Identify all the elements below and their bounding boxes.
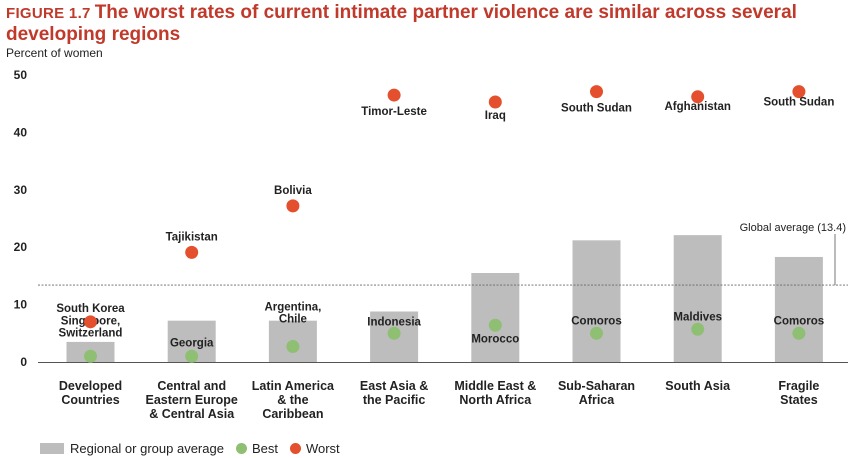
global-average-label: Global average (13.4): [740, 222, 846, 234]
best-point-label: Comoros: [571, 315, 621, 327]
legend: Regional or group average Best Worst: [40, 441, 352, 456]
x-category-label: Developed Countries: [59, 379, 122, 407]
legend-item-average: Regional or group average: [40, 441, 224, 456]
worst-point: [488, 95, 502, 109]
legend-label-best: Best: [251, 441, 278, 456]
worst-point: [691, 90, 705, 104]
x-category-label: Fragile States: [778, 379, 819, 407]
best-point-label: Morocco: [471, 333, 519, 345]
chart-title: FIGURE 1.7 The worst rates of current int…: [6, 2, 844, 45]
legend-item-worst: Worst: [289, 441, 340, 456]
x-category-label: South Asia: [665, 379, 731, 393]
worst-point-label: South Sudan: [561, 103, 632, 115]
worst-point-label: Bolivia: [274, 185, 312, 197]
legend-item-best: Best: [235, 441, 278, 456]
worst-point: [387, 88, 401, 102]
bar-regional-average: [572, 240, 621, 362]
y-tick-label: 30: [14, 183, 28, 197]
worst-point: [286, 199, 300, 213]
best-point-label: Maldives: [673, 311, 722, 323]
bar-regional-average: [471, 273, 520, 362]
y-axis-label: Percent of women: [6, 46, 103, 60]
best-point-label: Comoros: [774, 315, 824, 327]
best-point: [590, 326, 603, 340]
y-tick-label: 10: [14, 298, 28, 312]
x-category-label: Sub-Saharan Africa: [558, 379, 635, 407]
legend-label-worst: Worst: [305, 441, 340, 456]
y-tick-label: 50: [14, 68, 28, 82]
legend-swatch-best: [235, 443, 247, 454]
legend-label-average: Regional or group average: [70, 441, 224, 456]
worst-point: [185, 245, 199, 259]
best-point-label: Georgia: [170, 337, 214, 349]
worst-point-label: Iraq: [485, 110, 506, 122]
figure-number: FIGURE 1.7: [6, 5, 91, 22]
best-point: [286, 340, 300, 354]
x-category-label: East Asia & the Pacific: [360, 379, 428, 407]
worst-point: [84, 315, 97, 329]
best-point: [387, 326, 401, 340]
y-tick-label: 40: [14, 125, 28, 139]
bar-regional-average: [774, 256, 823, 362]
best-point-label: Argentina, Chile: [264, 302, 321, 326]
legend-swatch-worst: [289, 443, 301, 454]
worst-point-label: Afghanistan: [664, 101, 730, 113]
best-point: [84, 349, 97, 363]
bar-regional-average: [673, 235, 722, 362]
best-point: [185, 349, 199, 363]
worst-point-label: Timor-Leste: [361, 106, 427, 118]
worst-point-label: Tajikistan: [166, 231, 218, 243]
worst-point: [792, 85, 806, 99]
worst-point: [590, 85, 603, 99]
best-point: [691, 322, 705, 336]
x-category-label: Middle East & North Africa: [454, 379, 536, 407]
figure-title: The worst rates of current intimate part…: [6, 2, 797, 45]
worst-point-label: South Korea: [56, 303, 125, 315]
legend-swatch-average: [40, 443, 64, 454]
x-category-label: Latin America & the Caribbean: [252, 379, 335, 421]
best-point: [488, 318, 502, 332]
best-point-label: Indonesia: [367, 316, 421, 328]
y-tick-label: 0: [20, 355, 27, 369]
worst-point-label: South Sudan: [763, 97, 834, 109]
x-category-label: Central and Eastern Europe & Central Asia: [146, 379, 238, 421]
y-tick-label: 20: [14, 240, 28, 254]
best-point: [792, 326, 806, 340]
